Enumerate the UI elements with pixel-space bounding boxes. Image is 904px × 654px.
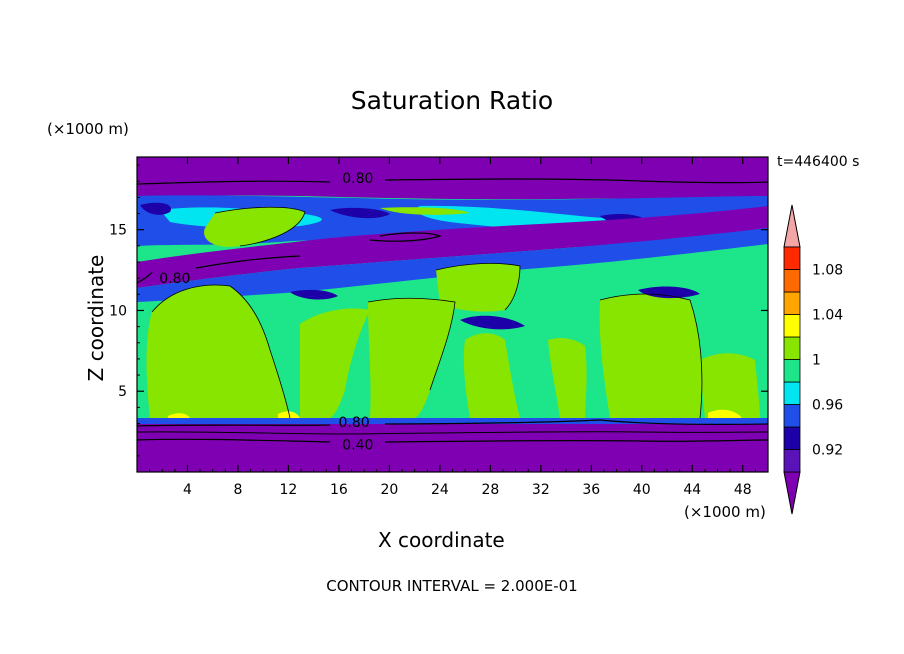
y-tick-label: 15 bbox=[109, 223, 127, 239]
colorbar-bin bbox=[783, 246, 801, 270]
field-lower-dry-band bbox=[137, 424, 768, 472]
x-tick-label: 36 bbox=[582, 482, 600, 498]
contour-label: 0.80 bbox=[342, 171, 373, 187]
field-surface-warm-spots bbox=[168, 409, 742, 418]
x-tick-label: 8 bbox=[233, 482, 242, 498]
x-tick-label: 28 bbox=[481, 482, 499, 498]
x-tick-label: 48 bbox=[734, 482, 752, 498]
colorbar-bin bbox=[783, 336, 801, 360]
field-convective-cells bbox=[146, 263, 760, 418]
contour-0.80-top bbox=[137, 178, 768, 185]
colorbar-bin bbox=[783, 291, 801, 315]
contour-0.80-mid bbox=[137, 232, 442, 284]
contour-label: 0.80 bbox=[338, 415, 369, 431]
time-label: t=446400 s bbox=[777, 154, 860, 170]
x-tick-label: 20 bbox=[380, 482, 398, 498]
colorbar-label: 1 bbox=[812, 353, 821, 369]
y-axis: 5 10 15 bbox=[109, 164, 768, 457]
field-upper-green-patches bbox=[204, 207, 470, 247]
x-tick-label: 32 bbox=[532, 482, 550, 498]
field-lower-blue-streaks bbox=[290, 286, 700, 330]
contour-0.40 bbox=[137, 438, 768, 443]
contour-interval-note: CONTOUR INTERVAL = 2.000E-01 bbox=[326, 577, 578, 595]
x-tick-label: 40 bbox=[633, 482, 651, 498]
x-axis: 4 8 12 16 20 24 28 32 36 40 44 48 bbox=[149, 157, 756, 498]
y-tick-label: 5 bbox=[118, 384, 127, 400]
y-axis-unit: (×1000 m) bbox=[47, 120, 129, 138]
colorbar-over-arrow bbox=[783, 204, 801, 248]
colorbar-bin bbox=[783, 314, 801, 338]
colorbar-bin bbox=[783, 381, 801, 405]
field-upper-dry-band bbox=[137, 157, 768, 200]
colorbar-label: 0.96 bbox=[812, 398, 843, 414]
contour-0.60 bbox=[137, 431, 768, 435]
field-mid-dry-band bbox=[137, 206, 768, 288]
x-tick-label: 24 bbox=[431, 482, 449, 498]
colorbar-bin bbox=[783, 269, 801, 293]
field-lower-boundary-layer bbox=[137, 418, 768, 424]
plot-area bbox=[137, 157, 768, 472]
x-tick-label: 4 bbox=[183, 482, 192, 498]
chart-title: Saturation Ratio bbox=[350, 86, 554, 115]
x-tick-label: 44 bbox=[683, 482, 701, 498]
x-tick-label: 12 bbox=[280, 482, 298, 498]
colorbar-bin bbox=[783, 359, 801, 383]
colorbar-under-arrow bbox=[783, 471, 801, 515]
contour-1.00-cells bbox=[151, 206, 703, 419]
contour-labels: 0.80 0.80 0.80 0.40 bbox=[159, 171, 373, 454]
x-axis-label: X coordinate bbox=[378, 528, 505, 552]
colorbar-label: 1.08 bbox=[812, 263, 843, 279]
x-axis-unit: (×1000 m) bbox=[684, 503, 766, 521]
y-tick-label: 10 bbox=[109, 303, 127, 319]
colorbar-bin bbox=[783, 426, 801, 450]
x-tick-label: 16 bbox=[330, 482, 348, 498]
colorbar-bin bbox=[783, 404, 801, 428]
colorbar: 0.92 0.96 1 1.04 1.08 bbox=[783, 204, 843, 515]
contour-label: 0.40 bbox=[342, 438, 373, 454]
field-mid-band-edge bbox=[137, 228, 768, 302]
colorbar-label: 1.04 bbox=[812, 308, 843, 324]
contour-0.80-lower bbox=[137, 419, 768, 427]
contour-label: 0.80 bbox=[159, 271, 190, 287]
colorbar-bin bbox=[783, 449, 801, 473]
colorbar-label: 0.92 bbox=[812, 443, 843, 459]
